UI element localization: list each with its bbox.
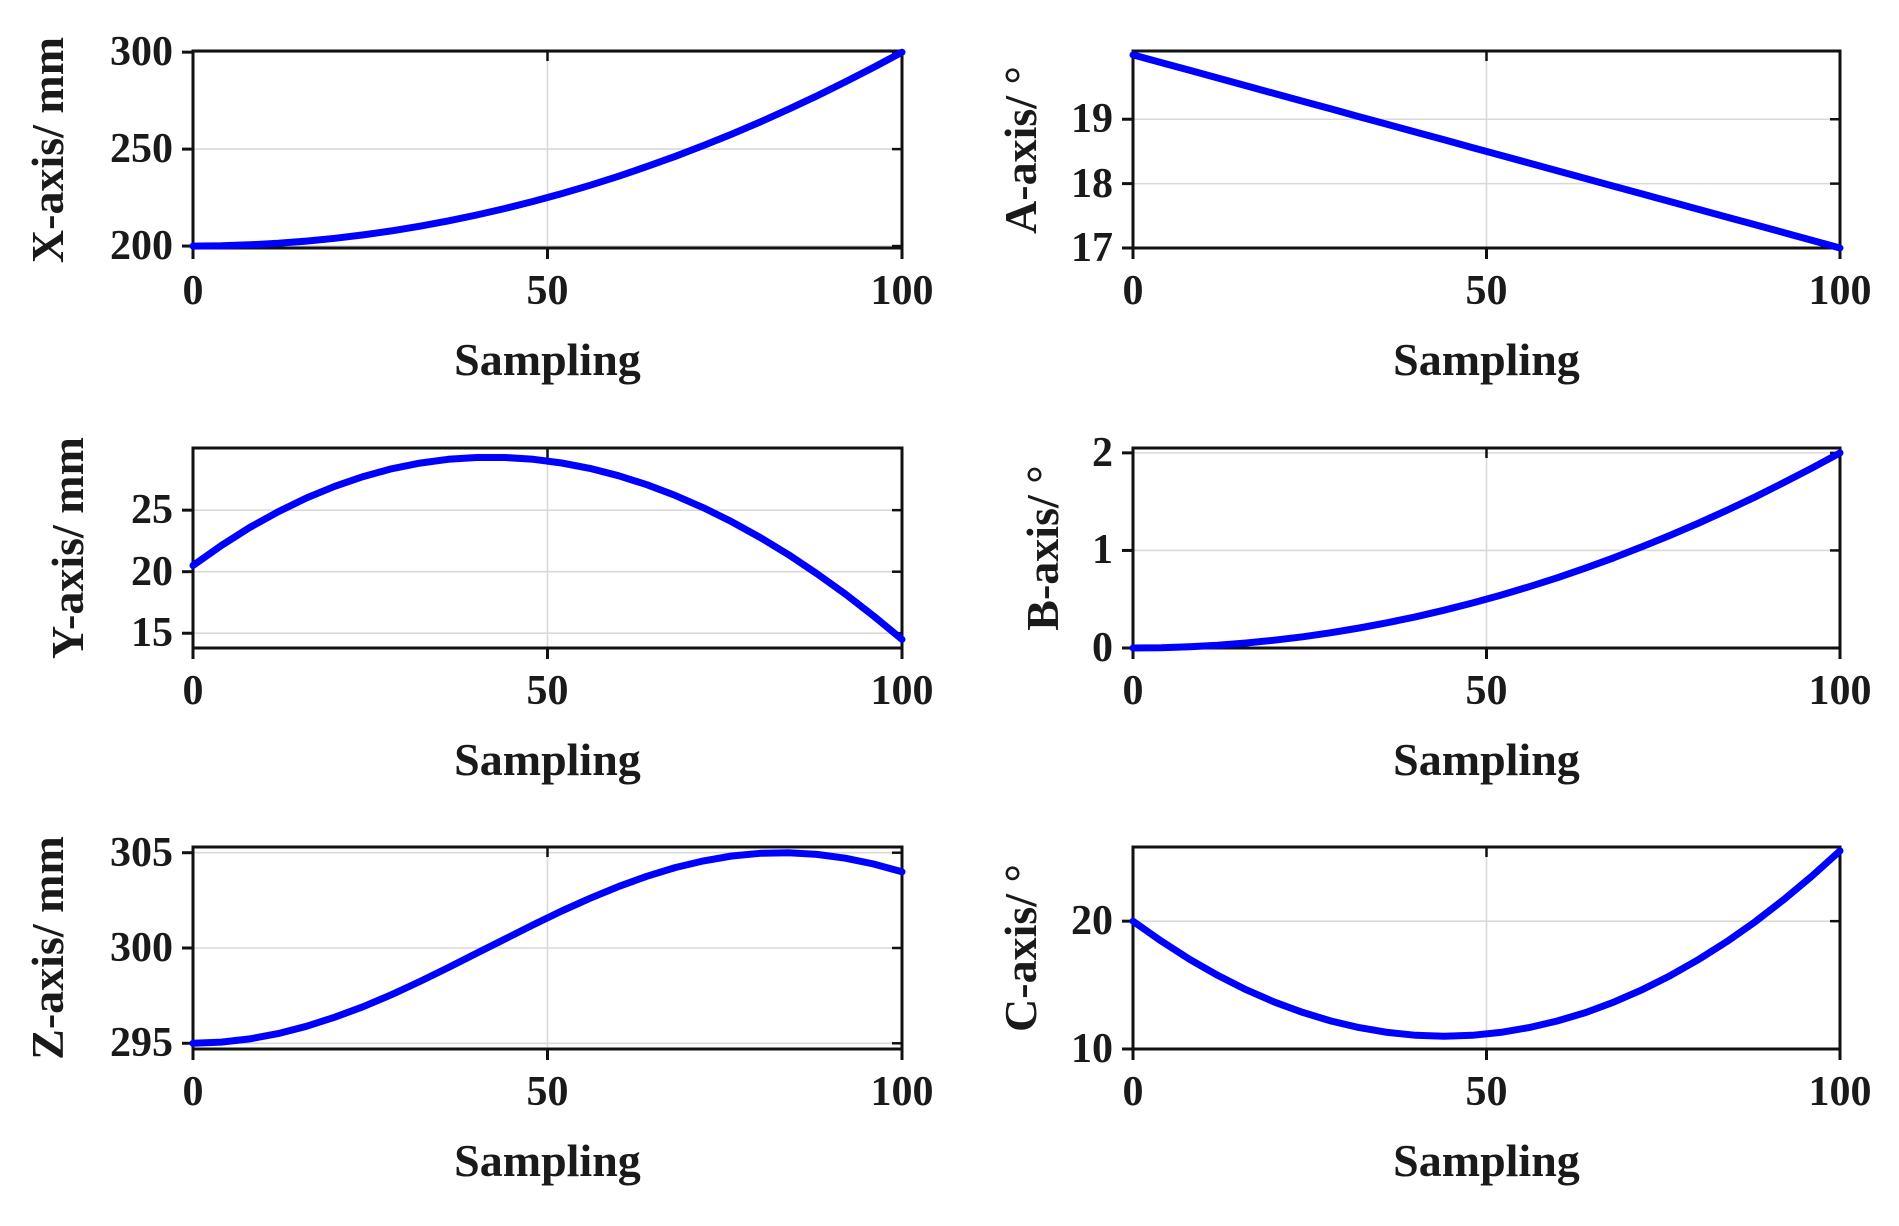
xtick-label-c-axis: 50 <box>1465 1069 1508 1115</box>
axes-box <box>191 446 904 650</box>
xtick-label-a-axis: 0 <box>1122 268 1144 314</box>
curve-b-axis <box>1129 449 1844 652</box>
xtick-label-b-axis: 100 <box>1808 668 1872 714</box>
ytick-label-x-axis: 250 <box>110 126 173 173</box>
ytick-label-b-axis: 1 <box>1092 527 1113 574</box>
xtick-label-y-axis: 100 <box>870 668 934 714</box>
panel-x-axis <box>182 48 906 259</box>
xtick-label-x-axis: 0 <box>182 268 204 314</box>
curve-z-axis <box>189 849 906 1047</box>
ylabel-c-axis: C-axis/ ° <box>995 864 1046 1032</box>
curve-y-axis <box>189 454 906 643</box>
panel-c-axis <box>1122 845 1844 1060</box>
xtick-label-x-axis: 100 <box>870 268 934 314</box>
ytick-label-b-axis: 2 <box>1092 429 1113 476</box>
curve-a-axis <box>1129 51 1844 252</box>
xlabel-a-axis: Sampling <box>1393 334 1580 385</box>
ytick-label-y-axis: 15 <box>131 610 173 657</box>
curve-c-axis <box>1129 847 1844 1040</box>
xtick-label-z-axis: 0 <box>182 1069 204 1115</box>
ytick-label-z-axis: 300 <box>110 925 173 971</box>
ylabel-x-axis: X-axis/ mm <box>22 36 73 263</box>
xlabel-z-axis: Sampling <box>454 1135 641 1186</box>
ylabel-b-axis: B-axis/ ° <box>1017 465 1068 631</box>
xlabel-x-axis: Sampling <box>454 334 641 385</box>
xtick-label-c-axis: 0 <box>1122 1069 1144 1115</box>
panel-b-axis <box>1122 446 1844 659</box>
panel-z-axis <box>182 845 906 1060</box>
xlabel-y-axis: Sampling <box>454 734 641 785</box>
xlabel-b-axis: Sampling <box>1393 734 1580 785</box>
xtick-label-z-axis: 100 <box>870 1069 934 1115</box>
ytick-label-c-axis: 20 <box>1071 898 1113 945</box>
curve-x-axis <box>189 48 906 250</box>
axes-box <box>191 845 904 1051</box>
ylabel-a-axis: A-axis/ ° <box>995 65 1046 234</box>
ytick-label-c-axis: 10 <box>1071 1026 1113 1072</box>
xlabel-c-axis: Sampling <box>1393 1135 1580 1186</box>
ylabel-z-axis: Z-axis/ mm <box>22 836 73 1060</box>
ytick-label-a-axis: 18 <box>1071 160 1113 207</box>
ytick-label-a-axis: 17 <box>1071 225 1113 271</box>
axes-box <box>1131 845 1842 1051</box>
ytick-label-x-axis: 200 <box>110 223 173 270</box>
xtick-label-y-axis: 50 <box>526 668 569 714</box>
axes-box <box>191 49 904 250</box>
axes-box <box>1131 49 1842 250</box>
ytick-label-a-axis: 19 <box>1071 96 1113 143</box>
ytick-label-y-axis: 20 <box>131 548 173 595</box>
axes-box <box>1131 446 1842 650</box>
ytick-label-x-axis: 300 <box>110 29 173 76</box>
ytick-label-z-axis: 295 <box>110 1020 173 1067</box>
xtick-label-a-axis: 100 <box>1808 268 1872 314</box>
xtick-label-c-axis: 100 <box>1808 1069 1872 1115</box>
xtick-label-b-axis: 50 <box>1465 668 1508 714</box>
xtick-label-a-axis: 50 <box>1465 268 1508 314</box>
xtick-label-b-axis: 0 <box>1122 668 1144 714</box>
xtick-label-z-axis: 50 <box>526 1069 569 1115</box>
ytick-label-z-axis: 305 <box>110 829 173 876</box>
ylabel-y-axis: Y-axis/ mm <box>42 437 93 659</box>
panel-a-axis <box>1122 49 1844 259</box>
xtick-label-y-axis: 0 <box>182 668 204 714</box>
ytick-label-b-axis: 0 <box>1092 625 1113 671</box>
xtick-label-x-axis: 50 <box>526 268 569 314</box>
panel-y-axis <box>182 446 906 659</box>
ytick-label-y-axis: 25 <box>131 487 173 534</box>
